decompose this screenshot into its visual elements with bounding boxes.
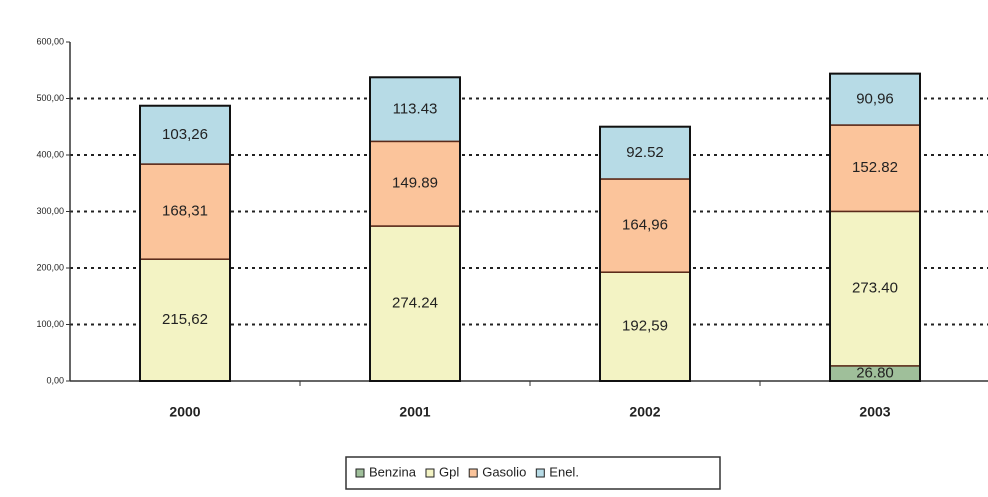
bar-segment [829, 210, 921, 367]
bar-outline [829, 72, 921, 382]
legend-swatch [535, 468, 545, 478]
bar-outline [139, 104, 231, 383]
bar-segment [829, 72, 921, 126]
legend-swatch [355, 468, 365, 478]
data-label: 274.24 [392, 294, 438, 311]
x-tick-label: 2001 [399, 404, 430, 420]
legend-label: Gpl [439, 464, 459, 479]
x-tick-label: 2003 [859, 404, 890, 420]
data-label: 26.80 [856, 364, 894, 381]
y-tick-label: 100,00 [36, 319, 64, 329]
y-tick-label: 400,00 [36, 149, 64, 159]
bar-segment [139, 258, 231, 382]
y-tick-label: 300,00 [36, 206, 64, 216]
data-label: 103,26 [162, 126, 208, 143]
legend-swatch [468, 468, 478, 478]
legend-swatch [425, 468, 435, 478]
y-tick-label: 500,00 [36, 93, 64, 103]
legend-box [345, 456, 721, 490]
data-label: 149.89 [392, 175, 438, 192]
data-label: 192,59 [622, 318, 668, 335]
x-tick-label: 2000 [169, 404, 200, 420]
data-label: 113.43 [393, 100, 438, 117]
legend-label: Gasolio [482, 464, 526, 479]
data-label: 92.52 [626, 144, 664, 161]
bar-segment [139, 163, 231, 260]
bar-outline [369, 76, 461, 383]
bar-segment [829, 124, 921, 213]
legend-label: Benzina [369, 464, 417, 479]
bar-segment [139, 104, 231, 165]
y-tick-label: 0,00 [46, 375, 64, 385]
data-label: 152.82 [852, 159, 898, 176]
bar-outline [599, 125, 691, 382]
legend-label: Enel. [549, 464, 579, 479]
data-label: 168,31 [162, 203, 208, 220]
data-label: 164,96 [622, 217, 668, 234]
data-label: 90,96 [856, 90, 894, 107]
bar-segment [599, 125, 691, 180]
data-label: 273.40 [852, 280, 898, 297]
y-tick-label: 600,00 [36, 36, 64, 46]
y-tick-label: 200,00 [36, 262, 64, 272]
x-tick-label: 2002 [629, 404, 660, 420]
data-label: 215,62 [162, 311, 208, 328]
